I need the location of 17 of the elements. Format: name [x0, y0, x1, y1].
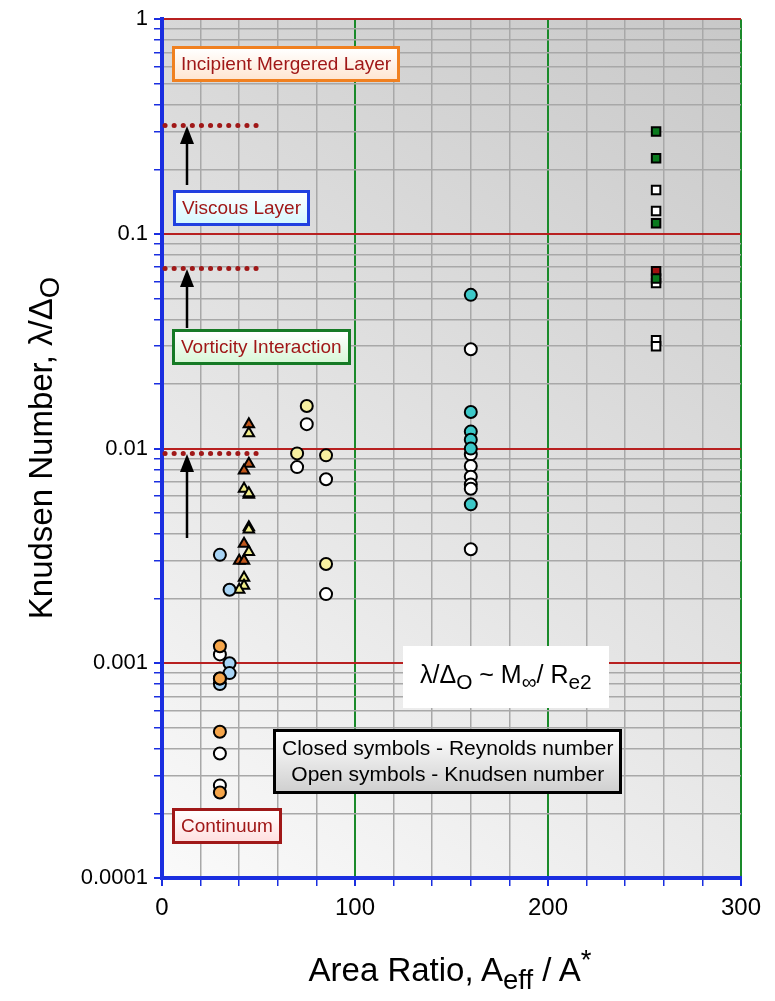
- annotation: Incipient Mergered Layer: [181, 52, 392, 76]
- x-axis-title: Area Ratio, A$_{eff}$ / A$^{*}$: [308, 944, 592, 996]
- x-tick-label: 100: [334, 893, 376, 921]
- annotation: Viscous Layer: [182, 196, 301, 220]
- x-tick-label: 200: [527, 893, 569, 921]
- x-tick-label: 0: [155, 893, 169, 921]
- x-tick-label: 300: [720, 893, 762, 921]
- y-tick-label: 0.1: [117, 219, 148, 245]
- annotation: λ/Δ$_{O}$ ~ M$_{∞}$/ R$_{e2}$: [420, 659, 592, 695]
- annotation: Continuum: [181, 814, 273, 838]
- annotation: Closed symbols - Reynolds number: [282, 735, 614, 761]
- y-tick-label: 1: [135, 5, 148, 31]
- annotation: Open symbols - Knudsen number: [290, 761, 606, 788]
- annotation: Vorticity Interaction: [181, 335, 342, 359]
- y-tick-label: 0.01: [105, 434, 148, 460]
- y-tick-label: 0.001: [92, 649, 148, 675]
- y-tick-label: 0.0001: [80, 864, 148, 890]
